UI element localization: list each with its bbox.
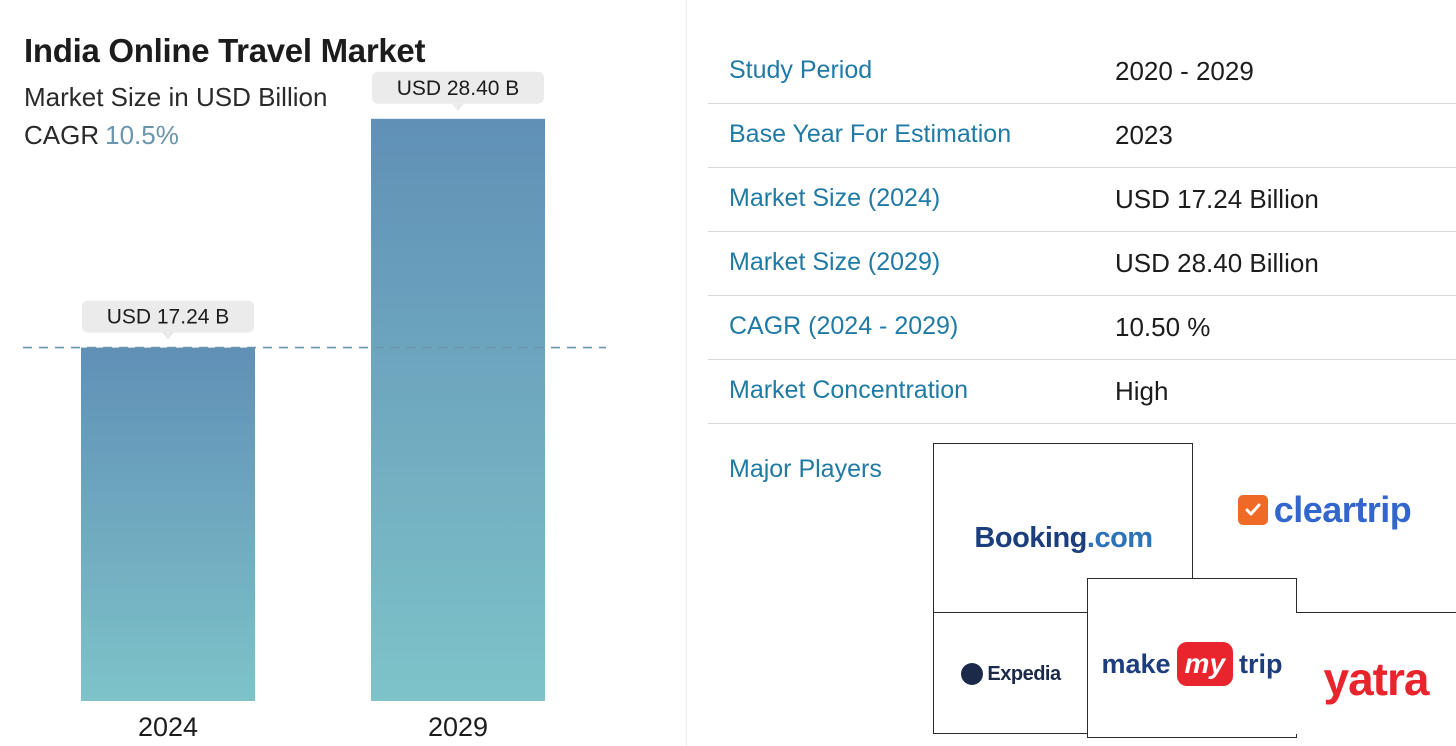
yatra-logo: yatra (1323, 652, 1430, 705)
expedia-plane-icon (961, 663, 984, 685)
data-label-callout: USD 28.40 B (372, 71, 544, 111)
report-row: Market Concentration High (708, 360, 1456, 424)
report-row-label: Base Year For Estimation (729, 120, 1012, 148)
report-row: Base Year For Estimation 2023 (708, 104, 1456, 168)
report-table: Study Period 2020 - 2029 Base Year For Est… (708, 40, 1456, 424)
chart-panel: India Online Travel Market Market Size i… (0, 0, 686, 746)
report-row: CAGR (2024 - 2029) 10.50 % (708, 296, 1456, 360)
x-tick-label: 2024 (138, 712, 198, 742)
data-label: USD 17.24 B (107, 306, 230, 329)
player-booking-card: Booking.com (933, 443, 1193, 613)
cagr-row: CAGR 10.5% (24, 120, 179, 151)
report-row-label: Study Period (729, 56, 873, 84)
report-row-label: Market Size (2029) (729, 248, 941, 276)
cagr-label: CAGR (24, 120, 100, 150)
report-row-value: 10.50 % (1115, 312, 1211, 342)
makemytrip-logo: make my trip (1101, 642, 1283, 686)
chart-title: India Online Travel Market (24, 32, 426, 69)
bar-2029 (371, 118, 545, 702)
report-row-value: USD 17.24 Billion (1115, 184, 1319, 214)
player-expedia-card: Expedia (933, 612, 1088, 734)
report-row-label: Market Concentration (729, 376, 969, 404)
report-row-label: CAGR (2024 - 2029) (729, 312, 959, 340)
report-row-value: High (1115, 376, 1169, 406)
report-row-value: 2023 (1115, 120, 1173, 150)
report-row-value: USD 28.40 Billion (1115, 248, 1319, 278)
booking-logo: Booking.com (974, 522, 1153, 554)
bar-chart: USD 17.24 B 2024 USD 28.40 B 2029 (23, 71, 606, 742)
cleartrip-logo: cleartrip (1237, 489, 1412, 531)
player-makemytrip-card: make my trip (1087, 578, 1297, 738)
cagr-value: 10.5% (105, 120, 179, 150)
chart-subtitle: Market Size in USD Billion (24, 82, 328, 112)
player-yatra-card: yatra (1296, 612, 1456, 734)
x-tick-label: 2029 (428, 712, 488, 742)
data-label-callout: USD 17.24 B (82, 300, 254, 340)
report-row-label: Market Size (2024) (729, 184, 941, 212)
bar-2024 (81, 347, 255, 701)
expedia-logo: Expedia (961, 663, 1061, 686)
major-players-label: Major Players (729, 455, 882, 483)
report-row: Market Size (2024) USD 17.24 Billion (708, 168, 1456, 232)
report-row: Study Period 2020 - 2029 (708, 40, 1456, 104)
data-label: USD 28.40 B (397, 77, 520, 100)
cleartrip-check-icon (1237, 495, 1268, 525)
report-row-value: 2020 - 2029 (1115, 56, 1254, 86)
panel-divider (686, 0, 687, 746)
report-row: Market Size (2029) USD 28.40 Billion (708, 232, 1456, 296)
